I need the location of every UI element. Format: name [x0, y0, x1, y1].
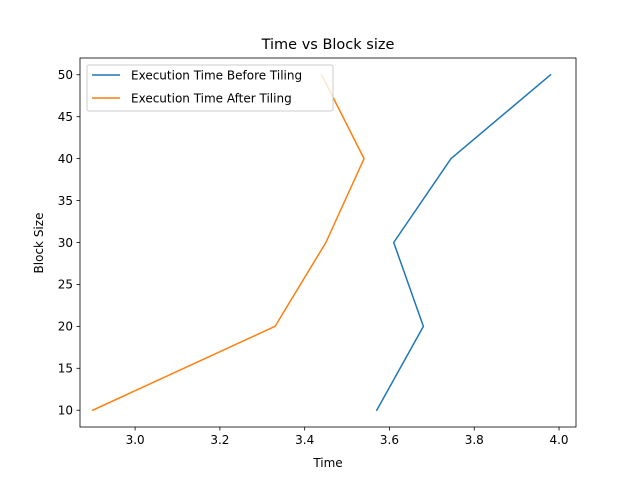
y-tick-label: 50 — [58, 68, 73, 82]
x-tick-label: 3.2 — [210, 433, 229, 447]
series-line-0 — [375, 73, 552, 412]
legend-label-0: Execution Time Before Tiling — [131, 68, 302, 82]
legend: Execution Time Before Tiling Execution Ti… — [86, 64, 334, 112]
y-axis-label: Block Size — [32, 213, 46, 274]
y-tick-label: 25 — [58, 278, 73, 292]
y-tick-label: 10 — [58, 404, 73, 418]
x-tick-label: 3.6 — [380, 433, 399, 447]
x-axis: 3.0 3.2 3.4 3.6 3.8 4.0 — [126, 427, 569, 447]
x-tick-label: 4.0 — [549, 433, 568, 447]
y-tick-label: 20 — [58, 320, 73, 334]
x-tick-label: 3.4 — [295, 433, 314, 447]
y-tick-label: 45 — [58, 110, 73, 124]
legend-label-1: Execution Time After Tiling — [131, 91, 292, 105]
y-tick-label: 15 — [58, 362, 73, 376]
y-tick-label: 35 — [58, 194, 73, 208]
series-line-1 — [91, 73, 365, 412]
y-axis: 10 15 20 25 30 35 40 45 50 — [58, 68, 80, 418]
y-tick-label: 30 — [58, 236, 73, 250]
x-tick-label: 3.0 — [126, 433, 145, 447]
series-lines — [91, 73, 552, 412]
chart-title: Time vs Block size — [261, 37, 395, 53]
x-axis-label: Time — [312, 456, 342, 470]
y-tick-label: 40 — [58, 152, 73, 166]
x-tick-label: 3.8 — [465, 433, 484, 447]
legend-box — [86, 64, 334, 112]
